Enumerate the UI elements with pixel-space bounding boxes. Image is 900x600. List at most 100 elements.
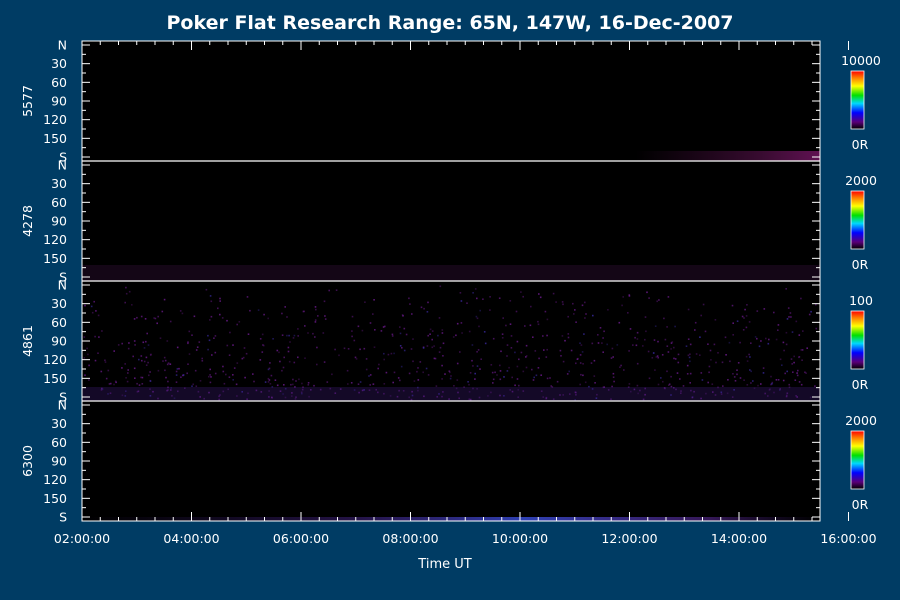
speckle-dot [441,395,443,398]
speckle-dot [502,317,504,319]
speckle-dot [737,362,740,364]
speckle-dot [271,396,273,399]
speckle-dot [287,346,290,349]
speckle-dot [779,358,782,361]
speckle-dot [241,357,244,360]
speckle-dot [272,338,274,340]
speckle-dot [588,385,590,388]
speckle-dot [775,379,778,381]
speckle-dot [288,360,291,363]
speckle-dot [314,336,316,338]
speckle-dot [687,338,690,340]
speckle-dot [101,387,103,390]
speckle-dot [673,357,675,360]
speckle-dot [607,389,610,391]
speckle-dot [670,394,672,396]
speckle-dot [302,310,305,313]
speckle-dot [282,393,284,395]
speckle-dot [771,383,773,385]
speckle-dot [770,375,772,378]
speckle-dot [107,393,109,395]
speckle-dot [736,369,738,371]
speckle-dot [658,299,660,301]
speckle-dot [207,348,209,351]
speckle-dot [795,320,798,323]
speckle-dot [437,334,439,337]
speckle-dot [762,367,765,369]
speckle-dot [753,387,756,390]
speckle-dot [372,383,375,385]
speckle-dot [789,312,792,314]
speckle-dot [314,306,317,308]
speckle-dot [380,330,383,332]
speckle-dot [705,392,707,395]
speckle-dot [218,398,220,401]
colorbar-5577: 10000 0R [841,53,881,152]
speckle-dot [191,385,193,387]
colorbar-max-label: 10000 [841,53,881,68]
speckle-dot [267,317,269,320]
speckle-dot [192,383,194,386]
speckle-dot [199,380,202,382]
speckle-dot [312,332,314,335]
speckle-dot [594,382,596,384]
speckle-dot [748,321,751,323]
speckle-dot [302,386,304,389]
speckle-dot [456,379,459,381]
speckle-dot [720,393,723,395]
speckle-dot [152,390,154,393]
speckle-dot [532,336,534,338]
speckle-dot [167,380,169,383]
speckle-dot [648,297,650,299]
speckle-dot [543,349,545,351]
speckle-dot [484,342,487,345]
speckle-dot [687,354,690,357]
speckle-dot [524,325,526,327]
speckle-dot [136,382,138,385]
speckle-dot [602,337,604,339]
speckle-dot [573,313,575,315]
speckle-dot [537,367,540,369]
speckle-dot [542,396,544,398]
x-tick-label: 04:00:00 [163,531,219,546]
speckle-dot [323,361,326,363]
speckle-dot [128,342,130,344]
speckle-dot [417,367,419,369]
speckle-dot [637,392,639,395]
speckle-dot [540,374,542,376]
speckle-dot [471,344,474,346]
speckle-dot [791,363,793,365]
speckle-dot [610,398,612,400]
speckle-dot [689,372,692,375]
speckle-dot [153,317,155,319]
speckle-dot [700,314,702,317]
speckle-dot [113,350,115,352]
speckle-dot [801,359,803,361]
panel-6300: N 30 60 90 120 150 S 6300 [20,398,821,525]
speckle-dot [551,386,554,388]
speckle-dot [124,301,126,304]
speckle-dot [222,370,225,373]
speckle-dot [281,334,284,336]
speckle-dot [798,381,801,383]
speckle-dot [417,386,419,389]
speckle-dot [732,334,734,336]
speckle-dot [274,379,277,381]
speckle-dot [175,370,178,373]
speckle-dot [385,371,388,374]
speckle-dot [674,325,676,328]
speckle-dot [187,341,189,343]
speckle-dot [219,297,221,300]
speckle-dot [635,344,638,347]
speckle-dot [579,354,582,356]
speckle-dot [441,329,444,331]
colorbars: 10000 0R 2000 0R 100 0R 2000 0R [841,53,881,512]
speckle-dot [209,319,211,321]
speckle-dot [663,317,665,320]
y-tick-label: 150 [43,251,67,266]
speckle-dot [390,352,393,355]
speckle-dot [410,348,413,350]
speckle-dot [110,382,112,385]
speckle-dot [97,352,99,354]
speckle-dot [438,393,440,395]
